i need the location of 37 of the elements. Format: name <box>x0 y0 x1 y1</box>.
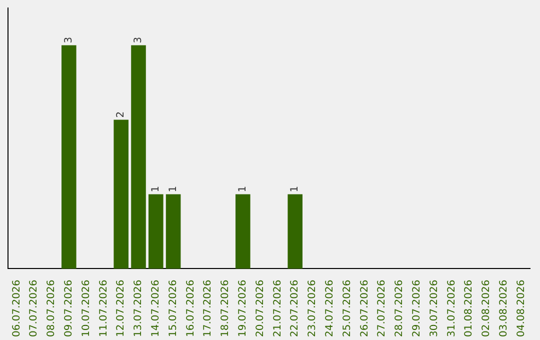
x-tick-label: 24.07.2026 <box>324 280 336 338</box>
x-tick-label: 19.07.2026 <box>237 280 248 338</box>
x-tick-label: 26.07.2026 <box>359 280 370 338</box>
x-tick-label: 28.07.2026 <box>394 280 406 338</box>
x-tick-label: 31.07.2026 <box>446 280 458 338</box>
x-tick-label: 17.07.2026 <box>202 280 214 338</box>
x-tick-label: 25.07.2026 <box>342 280 353 338</box>
x-tick-label: 06.07.2026 <box>11 280 22 338</box>
data-label: 1 <box>237 186 248 192</box>
data-label: 3 <box>133 36 144 44</box>
data-label: 1 <box>168 186 179 192</box>
x-tick-label: 16.07.2026 <box>185 280 196 338</box>
data-label: 3 <box>63 36 74 44</box>
x-tick-label: 30.07.2026 <box>428 280 440 338</box>
x-tick-label: 29.07.2026 <box>411 280 422 338</box>
x-tick-label: 07.07.2026 <box>28 280 40 338</box>
x-tick-label: 08.07.2026 <box>46 280 58 338</box>
x-tick-label: 01.08.2026 <box>464 280 475 338</box>
x-tick-label: 23.07.2026 <box>307 280 318 338</box>
data-label: 2 <box>116 111 127 118</box>
x-tick-label: 20.07.2026 <box>254 280 266 338</box>
x-tick-label: 13.07.2026 <box>133 280 144 338</box>
x-tick-label: 09.07.2026 <box>63 280 74 338</box>
x-tick-label: 10.07.2026 <box>80 280 92 338</box>
x-tick-label: 15.07.2026 <box>168 280 179 338</box>
x-tick-label: 27.07.2026 <box>376 280 388 338</box>
x-tick-label: 14.07.2026 <box>150 280 162 338</box>
x-tick-label: 12.07.2026 <box>116 280 127 338</box>
x-tick-label: 21.07.2026 <box>272 280 284 338</box>
data-label: 1 <box>290 186 301 192</box>
x-tick-label: 02.08.2026 <box>481 280 492 338</box>
x-tick-label: 04.08.2026 <box>516 280 527 338</box>
data-label: 1 <box>150 186 162 192</box>
x-tick-label: 03.08.2026 <box>498 280 510 338</box>
x-tick-label: 22.07.2026 <box>290 280 301 338</box>
x-tick-label: 11.07.2026 <box>98 280 110 338</box>
x-tick-label: 18.07.2026 <box>220 280 232 338</box>
